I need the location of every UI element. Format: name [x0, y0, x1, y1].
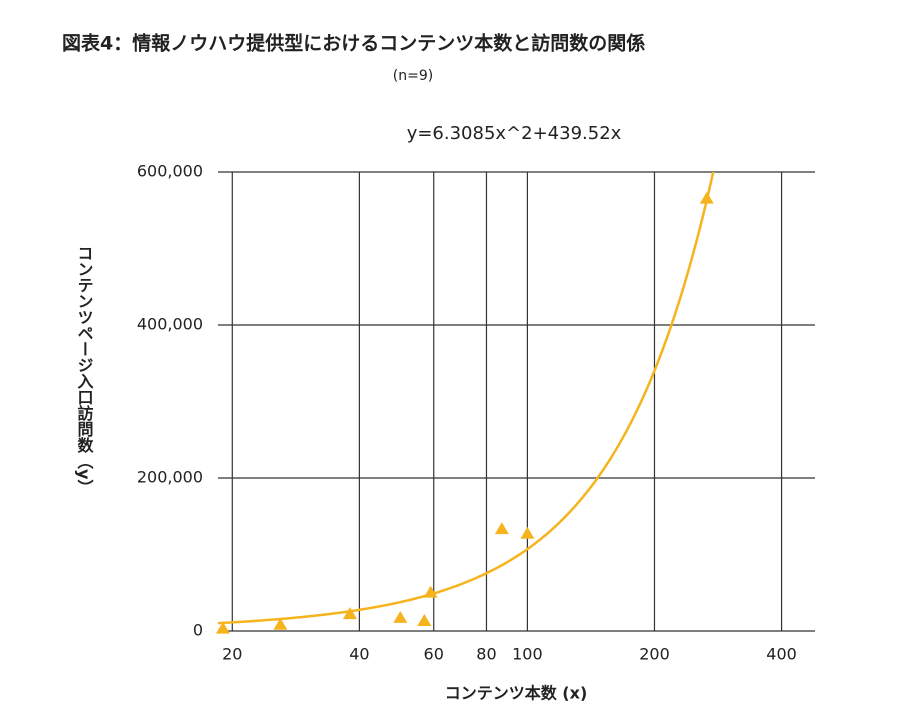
y-tick-label: 200,000 — [137, 468, 203, 487]
x-tick-label: 200 — [639, 645, 670, 664]
data-point — [393, 610, 408, 623]
x-axis-label: コンテンツ本数 (x) — [445, 684, 588, 703]
x-tick-label: 60 — [424, 645, 444, 664]
data-point — [273, 617, 288, 630]
y-tick-label: 400,000 — [137, 315, 203, 334]
x-tick-label: 40 — [349, 645, 369, 664]
trendline — [218, 172, 715, 625]
x-tick-label: 100 — [512, 645, 543, 664]
data-point — [699, 191, 714, 204]
trendline-equation: y=6.3085x^2+439.52x — [407, 123, 622, 144]
data-point — [342, 607, 357, 620]
chart-subtitle: (n=9) — [393, 68, 433, 84]
data-point — [520, 526, 535, 539]
x-tick-label: 400 — [766, 645, 797, 664]
data-point — [423, 585, 438, 598]
y-tick-label: 600,000 — [137, 162, 203, 181]
chart-title: 図表4：情報ノウハウ提供型におけるコンテンツ本数と訪問数の関係 — [62, 32, 645, 55]
data-point — [494, 522, 509, 535]
x-tick-label: 80 — [476, 645, 496, 664]
data-point — [215, 621, 230, 634]
data-point — [417, 614, 432, 626]
x-tick-label: 20 — [222, 645, 242, 664]
y-axis-label: コンテンツページ入口訪問数（y） — [75, 245, 94, 495]
y-tick-label: 0 — [193, 621, 203, 640]
